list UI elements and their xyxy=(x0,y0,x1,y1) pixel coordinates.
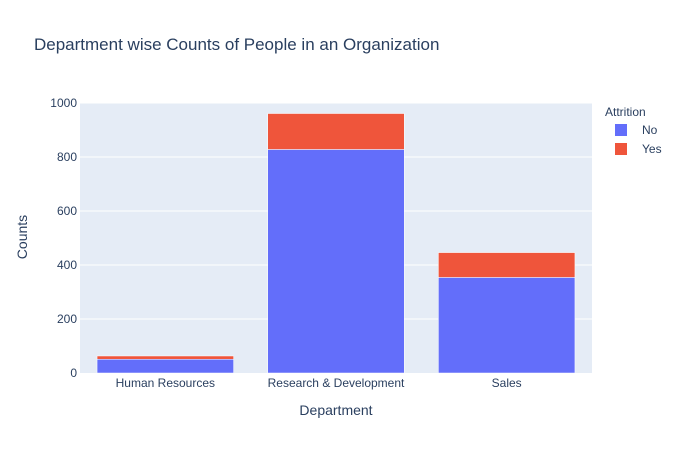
bar-no-research-development[interactable] xyxy=(267,149,405,374)
chart-title: Department wise Counts of People in an O… xyxy=(34,35,439,54)
x-axis-ticks: Human Resources Research & Development Sal… xyxy=(116,376,522,390)
bar-yes-sales[interactable] xyxy=(438,252,576,278)
bar-no-sales[interactable] xyxy=(438,277,576,374)
bar-yes-human-resources[interactable] xyxy=(96,355,234,360)
y-tick-label: 600 xyxy=(57,204,77,218)
legend-label-no[interactable]: No xyxy=(642,123,658,137)
y-axis-ticks: 0 200 400 600 800 1000 xyxy=(50,96,77,380)
legend: Attrition No Yes xyxy=(605,105,662,156)
x-axis-title: Department xyxy=(299,402,372,418)
legend-swatch-yes[interactable] xyxy=(615,143,627,155)
y-tick-label: 800 xyxy=(57,150,77,164)
x-tick-label: Sales xyxy=(492,376,522,390)
legend-label-yes[interactable]: Yes xyxy=(642,142,662,156)
y-tick-label: 400 xyxy=(57,258,77,272)
y-axis-title: Counts xyxy=(14,215,30,259)
x-tick-label: Research & Development xyxy=(268,376,405,390)
bars xyxy=(96,113,576,374)
legend-swatch-no[interactable] xyxy=(615,124,627,136)
y-tick-label: 0 xyxy=(70,366,77,380)
bar-yes-research-development[interactable] xyxy=(267,113,405,150)
y-tick-label: 1000 xyxy=(50,96,77,110)
y-tick-label: 200 xyxy=(57,312,77,326)
x-tick-label: Human Resources xyxy=(116,376,215,390)
legend-title: Attrition xyxy=(605,105,646,119)
bar-no-human-resources[interactable] xyxy=(96,358,234,374)
